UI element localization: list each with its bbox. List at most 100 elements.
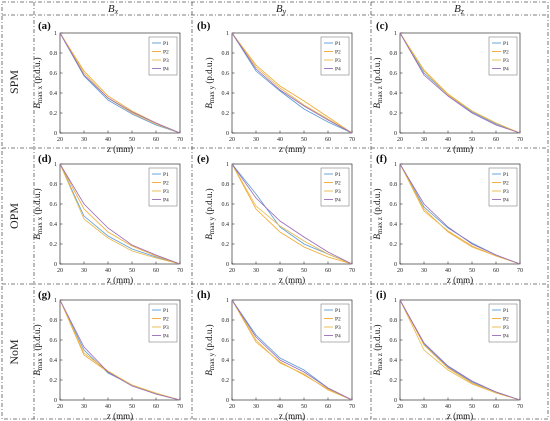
x-tick-label: 20: [229, 404, 235, 410]
chart-panel: (d) 20 30 40 50 60 70 0 0.2 0.4 0.6 0.8 1 z (mm) Bmax …: [32, 153, 183, 285]
column-header-subscript: z: [460, 7, 465, 16]
legend-label: P4: [163, 334, 169, 340]
legend-label: P1: [163, 172, 169, 178]
y-axis-label-symbol: B: [372, 369, 382, 375]
y-tick-label: 0.6: [222, 71, 230, 77]
y-tick-label: 0: [394, 131, 397, 137]
series-line-p1: [231, 32, 353, 134]
x-tick-label: 30: [421, 404, 427, 410]
x-tick-label: 70: [517, 137, 523, 143]
series-line-p2: [231, 163, 353, 265]
y-tick-label: 0.8: [50, 318, 58, 324]
y-tick-label: 0: [226, 131, 229, 137]
y-axis-label-symbol: B: [204, 234, 214, 240]
legend-label: P3: [335, 325, 341, 331]
y-tick-label: 0: [394, 262, 397, 268]
x-tick-label: 50: [129, 268, 135, 274]
legend-label: P2: [163, 50, 169, 56]
y-tick-label: 1: [394, 31, 397, 37]
y-tick-label: 0.8: [50, 182, 58, 188]
x-tick-label: 60: [325, 137, 331, 143]
x-tick-label: 40: [445, 137, 451, 143]
chart-panel: (h) 20 30 40 50 60 70 0 0.2 0.4 0.6 0.8 1 z (mm) Bmax …: [197, 289, 355, 421]
x-tick-label: 30: [81, 137, 87, 143]
panel-letter: (a): [38, 20, 51, 32]
y-tick-label: 0.6: [50, 202, 58, 208]
legend-label: P2: [335, 50, 341, 56]
row-label: SPM: [7, 70, 21, 94]
legend-label: P2: [503, 50, 509, 56]
y-tick-label: 0.2: [390, 242, 398, 248]
x-axis-label: z (mm): [107, 275, 133, 285]
y-tick-label: 0: [226, 262, 229, 268]
y-axis-label-unit: (p.d.u.): [204, 188, 214, 217]
legend-label: P3: [503, 189, 509, 195]
x-tick-label: 40: [277, 404, 283, 410]
x-tick-label: 70: [349, 268, 355, 274]
y-tick-label: 0.6: [390, 71, 398, 77]
series-line-p4: [231, 163, 353, 265]
panel-letter: (f): [376, 153, 387, 165]
panel-letter: (b): [197, 20, 211, 32]
column-header: By: [276, 3, 287, 16]
legend-label: P2: [163, 181, 169, 187]
x-tick-label: 60: [325, 404, 331, 410]
legend-label: P4: [335, 198, 341, 204]
y-tick-label: 0: [54, 398, 57, 404]
panel-letter: (g): [38, 289, 51, 301]
x-tick-label: 60: [493, 404, 499, 410]
y-tick-label: 0.8: [222, 318, 230, 324]
x-tick-label: 30: [81, 404, 87, 410]
x-axis-label: z (mm): [279, 144, 305, 154]
x-tick-label: 50: [469, 137, 475, 143]
y-axis-label-unit: (p.d.u.): [372, 58, 382, 87]
series-line-p3: [399, 163, 521, 265]
x-tick-label: 60: [153, 137, 159, 143]
y-axis-label-symbol: B: [372, 102, 382, 108]
series-line-p3: [231, 32, 353, 134]
series-line-p4: [231, 32, 353, 134]
series-line-p3: [59, 32, 181, 134]
panel-letter: (e): [197, 153, 210, 165]
y-tick-label: 0.6: [222, 202, 230, 208]
series-line-p4: [231, 299, 353, 401]
y-tick-label: 0.6: [50, 338, 58, 344]
column-header-subscript: y: [282, 7, 287, 16]
y-axis-label-subscript: max x: [36, 85, 44, 103]
y-axis-label-unit: (p.d.u.): [32, 324, 42, 353]
y-axis-label: Bmax y (p.d.u.): [204, 324, 216, 375]
y-tick-label: 1: [226, 298, 229, 304]
series-line-p4: [399, 299, 521, 401]
x-tick-label: 20: [397, 137, 403, 143]
row-label: OPM: [7, 203, 21, 229]
x-axis-label: z (mm): [107, 411, 133, 421]
x-axis-label: z (mm): [279, 411, 305, 421]
legend-label: P3: [503, 58, 509, 64]
row-label: NoM: [7, 339, 21, 365]
x-tick-label: 70: [177, 137, 183, 143]
x-tick-label: 40: [445, 404, 451, 410]
x-tick-label: 20: [57, 404, 63, 410]
legend-label: P4: [503, 334, 509, 340]
y-axis-label-subscript: max x: [36, 352, 44, 370]
y-tick-label: 0.4: [222, 222, 230, 228]
column-header-symbol: B: [276, 3, 283, 15]
x-tick-label: 40: [277, 268, 283, 274]
y-axis-label: Bmax z (p.d.u.): [372, 189, 384, 240]
chart-panel: (b) 20 30 40 50 60 70 0 0.2 0.4 0.6 0.8 1 z (mm) Bmax …: [197, 20, 355, 154]
series-line-p1: [59, 32, 181, 134]
column-header-symbol: B: [108, 3, 115, 15]
legend-label: P1: [335, 308, 341, 314]
x-tick-label: 50: [301, 268, 307, 274]
chart-panel: (a) 20 30 40 50 60 70 0 0.2 0.4 0.6 0.8 1 z (mm) Bmax …: [32, 20, 183, 154]
chart-panel: (g) 20 30 40 50 60 70 0 0.2 0.4 0.6 0.8 1 z (mm) Bmax …: [32, 289, 183, 421]
series-line-p3: [59, 163, 181, 265]
y-axis-label-unit: (p.d.u.): [372, 189, 382, 218]
y-axis-label-symbol: B: [32, 370, 42, 376]
y-axis-label-symbol: B: [204, 370, 214, 376]
y-tick-label: 0.4: [222, 358, 230, 364]
y-tick-label: 1: [54, 31, 57, 37]
y-axis-label-unit: (p.d.u.): [204, 324, 214, 353]
x-axis-label: z (mm): [447, 144, 473, 154]
y-tick-label: 1: [394, 298, 397, 304]
